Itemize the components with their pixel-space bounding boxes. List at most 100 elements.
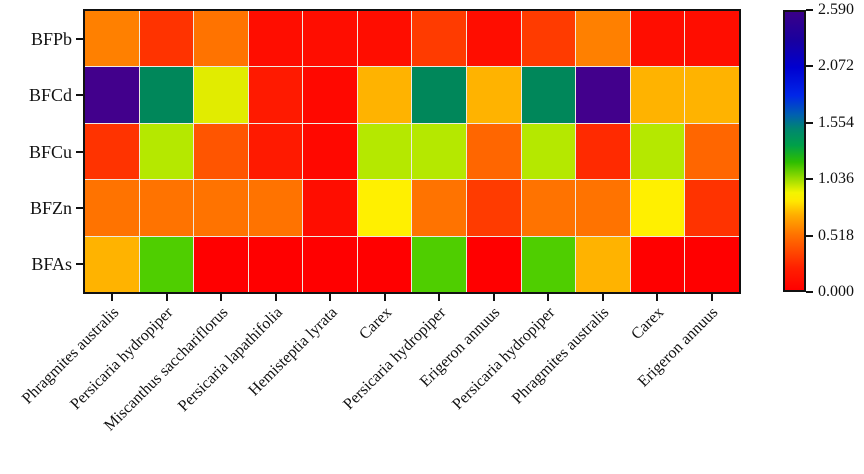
heatmap-cell: [194, 67, 248, 123]
heatmap-cell: [248, 67, 303, 123]
y-tick-mark: [76, 38, 83, 41]
heatmap-cell: [194, 123, 248, 180]
colorbar-tick-label: 1.036: [818, 170, 854, 188]
x-tick-label: Persicaria lapathifolia: [174, 304, 286, 415]
y-tick-label: BFCu: [28, 141, 72, 162]
x-tick-mark: [274, 294, 277, 301]
x-tick-mark: [111, 294, 114, 301]
y-tick-mark: [76, 262, 83, 265]
heatmap-cell: [303, 11, 357, 67]
x-tick-label: Phragmites australis: [509, 304, 613, 408]
heatmap-cell: [630, 123, 685, 180]
colorbar-tick-label: 2.590: [818, 1, 854, 18]
colorbar-tick-label: 1.554: [818, 113, 854, 131]
colorbar-tick-label: 0.000: [818, 283, 854, 300]
heatmap-cell: [357, 11, 412, 67]
y-tick-label: BFZn: [29, 197, 72, 218]
heatmap-cell: [630, 180, 685, 236]
heatmap-cell: [467, 236, 521, 292]
heatmap-cell: [303, 123, 357, 180]
heatmap-cell: [139, 236, 194, 292]
x-tick-mark: [165, 294, 168, 301]
heatmap-cell: [685, 11, 739, 67]
heatmap-cell: [139, 11, 194, 67]
heatmap-cell: [521, 123, 576, 180]
heatmap-cell: [576, 236, 630, 292]
heatmap-cell: [248, 180, 303, 236]
heatmap-cell: [412, 180, 467, 236]
heatmap-plot-area: [83, 9, 741, 294]
heatmap-cell: [630, 67, 685, 123]
heatmap-cell: [467, 11, 521, 67]
heatmap-cell: [576, 123, 630, 180]
heatmap-cell: [412, 236, 467, 292]
x-tick-mark: [547, 294, 550, 301]
heatmap-cell: [357, 180, 412, 236]
colorbar-tick-mark: [806, 65, 813, 68]
heatmap-cell: [194, 180, 248, 236]
x-tick-label: Phragmites australis: [18, 304, 123, 408]
x-tick-mark: [492, 294, 495, 301]
heatmap-cell: [521, 11, 576, 67]
heatmap-cell: [630, 236, 685, 292]
x-tick-label: Persicaria hydropiper: [449, 304, 559, 414]
heatmap-cell: [521, 67, 576, 123]
heatmap-cell: [685, 67, 739, 123]
heatmap-cell: [685, 123, 739, 180]
heatmap-cell: [412, 123, 467, 180]
x-tick-mark: [329, 294, 332, 301]
heatmap-cell: [303, 67, 357, 123]
y-tick-mark: [76, 94, 83, 97]
colorbar-tick-mark: [806, 291, 813, 293]
heatmap-cell: [248, 11, 303, 67]
x-tick-mark: [220, 294, 223, 301]
x-tick-label: Carex: [355, 304, 395, 344]
heatmap-cell: [248, 123, 303, 180]
heatmap-cell: [194, 11, 248, 67]
heatmap-cell: [576, 67, 630, 123]
heatmap-cell: [521, 180, 576, 236]
heatmap-cell: [412, 67, 467, 123]
y-tick-mark: [76, 206, 83, 209]
x-tick-mark: [438, 294, 441, 301]
heatmap-cell: [85, 67, 139, 123]
heatmap-cell: [576, 11, 630, 67]
x-tick-mark: [383, 294, 386, 301]
heatmap-cell: [357, 123, 412, 180]
heatmap-cell: [194, 236, 248, 292]
colorbar-tick-mark: [806, 234, 813, 237]
x-tick-label: Persicaria hydropiper: [340, 304, 450, 414]
heatmap-cell: [357, 67, 412, 123]
y-tick-label: BFPb: [30, 29, 72, 50]
x-tick-label: Persicaria hydropiper: [67, 304, 177, 414]
heatmap-cell: [630, 11, 685, 67]
heatmap-cell: [85, 123, 139, 180]
heatmap-cell: [412, 11, 467, 67]
heatmap-cell: [685, 236, 739, 292]
x-tick-mark: [710, 294, 713, 301]
colorbar: [783, 10, 806, 292]
x-tick-mark: [601, 294, 604, 301]
heatmap-cell: [303, 180, 357, 236]
heatmap-cell: [467, 67, 521, 123]
heatmap-cell: [467, 180, 521, 236]
heatmap-cell: [685, 180, 739, 236]
x-tick-label: Carex: [628, 304, 668, 344]
heatmap-cell: [303, 236, 357, 292]
heatmap-cell: [248, 236, 303, 292]
colorbar-tick-mark: [806, 9, 813, 11]
heatmap-cell: [85, 236, 139, 292]
heatmap-cell: [139, 123, 194, 180]
heatmap-cell: [85, 11, 139, 67]
colorbar-tick-mark: [806, 121, 813, 124]
heatmap-cell: [576, 180, 630, 236]
heatmap-cell: [139, 67, 194, 123]
y-tick-label: BFAs: [31, 253, 72, 274]
heatmap-cell: [139, 180, 194, 236]
x-tick-mark: [656, 294, 659, 301]
heatmap-cell: [357, 236, 412, 292]
heatmap-cell: [85, 180, 139, 236]
heatmap-cell: [521, 236, 576, 292]
colorbar-tick-mark: [806, 178, 813, 181]
